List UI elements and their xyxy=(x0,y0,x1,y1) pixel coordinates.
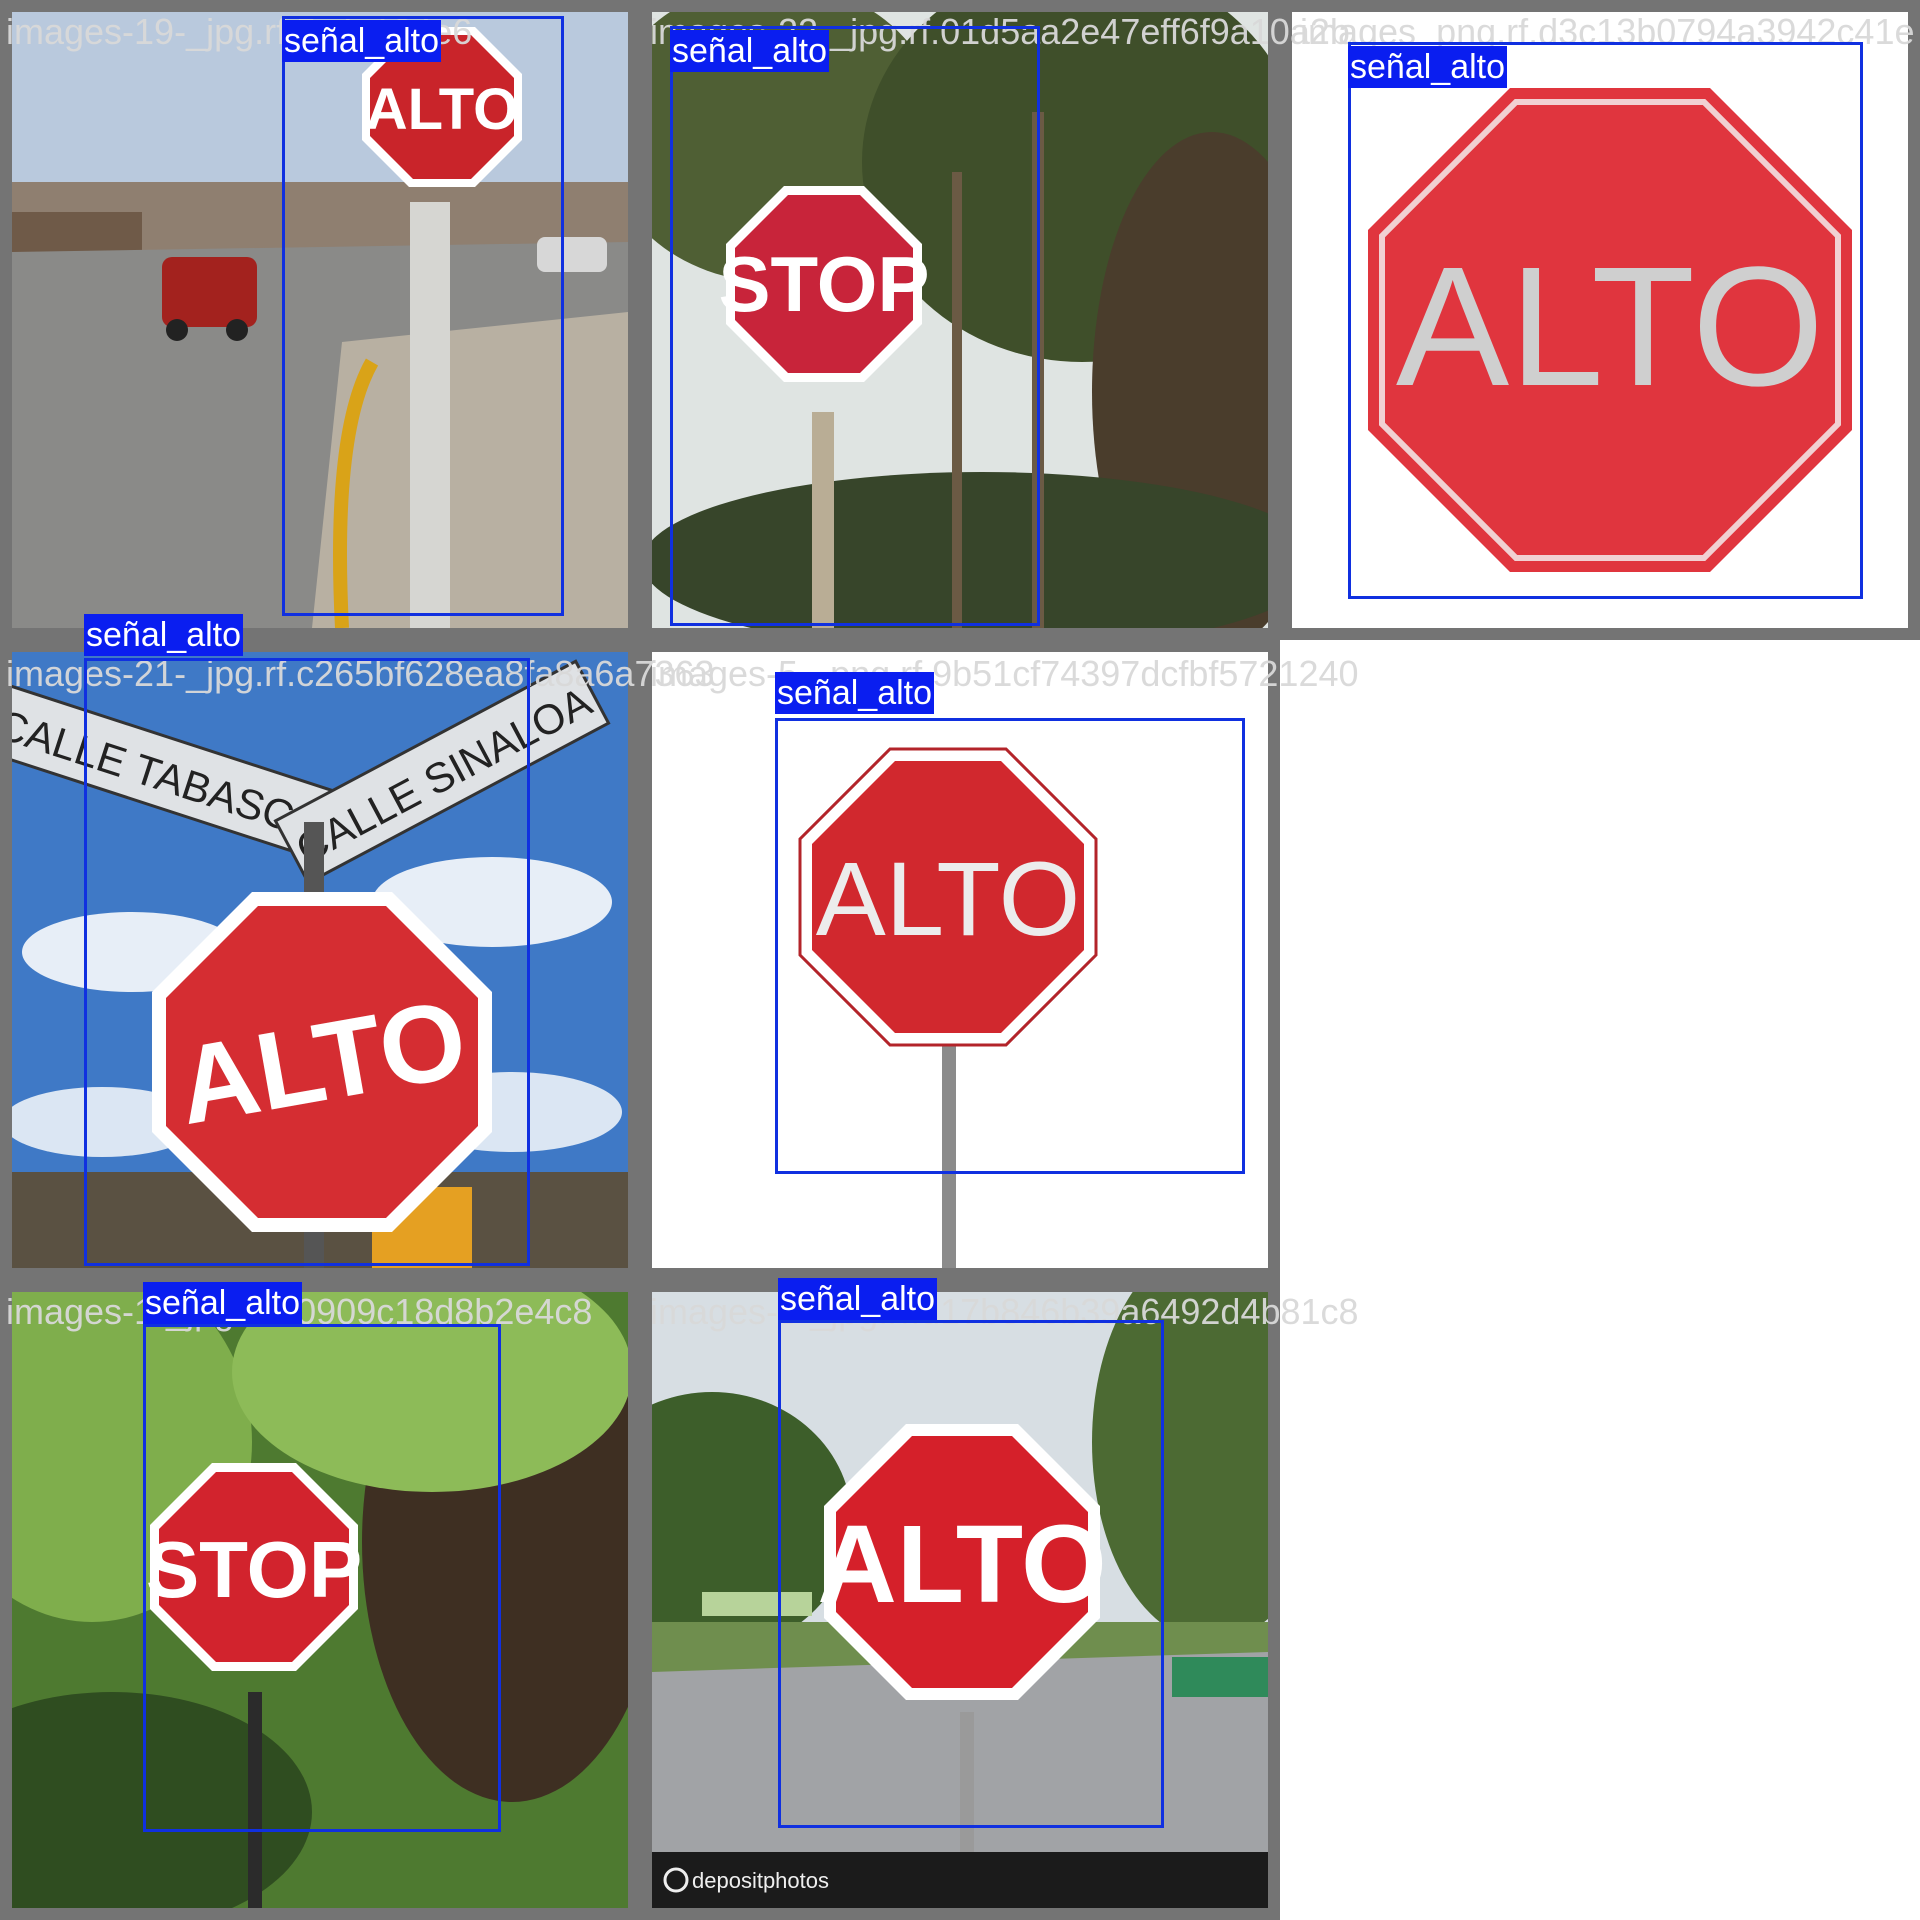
tile-6-photo: STOP xyxy=(12,1292,628,1908)
tile-1: ALTO images-19-_jpg.rf.5c4c124e6 señal_a… xyxy=(0,0,640,640)
tile-6-sign-text: STOP xyxy=(146,1525,362,1614)
tile-6: STOP images-1-_jpg.rf.90909c18d8b2e4c8 s… xyxy=(0,1280,640,1920)
tile-2-sign-text: STOP xyxy=(719,240,930,328)
tile-4-photo: CALLE TABASCO CALLE SINALOA ALTO xyxy=(12,652,628,1268)
tile-3-class-label: señal_alto xyxy=(1348,46,1508,88)
tile-6-class-label: señal_alto xyxy=(143,1282,303,1324)
tile-2: STOP images-22-_jpg.rf.01d5aa2e47eff6f9a… xyxy=(640,0,1350,640)
tile-7-sign-text: ALTO xyxy=(817,1503,1106,1626)
tile-2-bounding-box xyxy=(670,26,1040,626)
tile-7-bounding-box xyxy=(778,1320,1164,1828)
tile-2-class-label: señal_alto xyxy=(670,30,830,72)
tile-5-filename: images-5-_png.rf.9b51cf74397dcfbf5721240 xyxy=(650,653,1359,694)
tile-6-bounding-box xyxy=(143,1324,501,1832)
tile-7-watermark: depositphotos xyxy=(692,1868,829,1893)
tile-5-class-label: señal_alto xyxy=(775,672,935,714)
tile-3: ALTO images_png.rf.d3c13b0794a3942c41e s… xyxy=(1280,0,1920,640)
tile-1-class-label: señal_alto xyxy=(282,20,442,62)
tile-1-photo: ALTO xyxy=(12,12,628,628)
tile-5: ALTO images-5-_png.rf.9b51cf74397dcfbf57… xyxy=(640,640,1359,1280)
tile-5-sign-text: ALTO xyxy=(816,841,1081,958)
tile-4: CALLE TABASCO CALLE SINALOA ALTO images-… xyxy=(0,614,715,1280)
tile-7: depositphotos ALTO images-3-_jpg.rf.d17b… xyxy=(640,1278,1359,1920)
tile-1-bounding-box xyxy=(282,16,564,616)
tile-4-class-label: señal_alto xyxy=(84,614,244,656)
tile-5-photo: ALTO xyxy=(652,652,1268,1268)
tile-1-sign-text: ALTO xyxy=(366,77,519,142)
tile-7-filename: images-3-_jpg.rf.d17b846b39a6492d4b81c8 xyxy=(650,1291,1359,1332)
tile-5-bounding-box xyxy=(775,718,1245,1174)
tile-7-photo: depositphotos ALTO xyxy=(652,1292,1268,1908)
tile-3-bounding-box xyxy=(1348,42,1863,599)
tile-2-photo: STOP xyxy=(652,12,1268,628)
tile-3-sign-text: ALTO xyxy=(1396,232,1824,422)
tile-3-photo: ALTO xyxy=(1292,12,1908,628)
tile-4-bounding-box xyxy=(84,658,530,1266)
tile-7-class-label: señal_alto xyxy=(778,1278,938,1320)
